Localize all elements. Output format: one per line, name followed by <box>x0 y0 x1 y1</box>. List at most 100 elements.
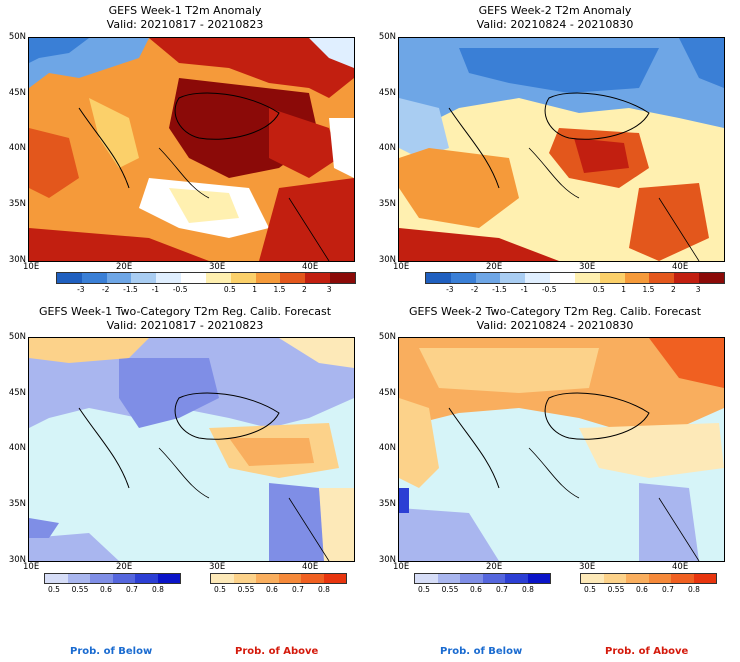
anomaly-tick-label: -3 <box>77 285 85 294</box>
colorbar-swatch <box>626 574 649 583</box>
probability-tick-label: 0.55 <box>607 585 625 594</box>
panel-3-title-text: GEFS Week-1 Two-Category T2m Reg. Calib.… <box>38 305 332 318</box>
probability-tick-label: 0.8 <box>688 585 700 594</box>
panel-3-valid-text: Valid: 20210817 - 20210823 <box>106 319 264 332</box>
anomaly-tick-label: 2 <box>301 285 307 294</box>
longitude-label: 20E <box>116 562 133 572</box>
panel-4-title: GEFS Week-2 Two-Category T2m Reg. Calib.… <box>370 305 740 333</box>
longitude-label: 20E <box>486 262 503 272</box>
colorbar-swatch <box>500 273 526 283</box>
probability-tick-label: 0.5 <box>48 585 60 594</box>
colorbar-swatch <box>624 273 650 283</box>
longitude-label: 40E <box>302 262 319 272</box>
panel-4-title-text: GEFS Week-2 Two-Category T2m Reg. Calib.… <box>408 305 702 318</box>
colorbar-swatch <box>81 273 107 283</box>
colorbar-swatch <box>135 574 158 583</box>
probability-tick-label: 0.55 <box>441 585 459 594</box>
longitude-label: 20E <box>486 562 503 572</box>
map-panel-4 <box>398 337 725 562</box>
colorbar-swatch <box>278 574 301 583</box>
panel-1-valid-text: Valid: 20210817 - 20210823 <box>106 18 264 31</box>
colorbar-swatch <box>106 273 132 283</box>
colorbar-swatch <box>233 574 256 583</box>
anomaly-map-week1 <box>29 38 354 261</box>
below-colorbar-1 <box>44 573 181 584</box>
probability-tick-label: 0.6 <box>100 585 112 594</box>
latitude-label: 40N <box>8 443 26 454</box>
anomaly-tick-label: 0.5 <box>592 285 605 294</box>
anomaly-tick-label: 1 <box>252 285 258 294</box>
probability-tick-label: 0.55 <box>237 585 255 594</box>
latitude-label: 50N <box>378 32 396 42</box>
colorbar-swatch <box>305 273 331 283</box>
panel-2-title: GEFS Week-2 T2m Anomaly Valid: 20210824 … <box>370 4 740 32</box>
anomaly-map-week2 <box>399 38 724 261</box>
colorbar-swatch <box>671 574 694 583</box>
probability-tick-label: 0.7 <box>496 585 508 594</box>
anomaly-tick-label: 1 <box>621 285 627 294</box>
latitude-label: 30N <box>8 554 26 565</box>
latitude-label: 40N <box>378 143 396 154</box>
anomaly-tick-label: -3 <box>446 285 454 294</box>
latitude-label: 35N <box>378 199 396 210</box>
colorbar-swatch <box>330 273 355 283</box>
longitude-label: 40E <box>302 562 319 572</box>
colorbar-swatch <box>674 273 700 283</box>
probability-tick-label: 0.6 <box>470 585 482 594</box>
colorbar-swatch <box>460 574 483 583</box>
probability-tick-label: 0.8 <box>522 585 534 594</box>
colorbar-swatch <box>415 574 438 583</box>
colorbar-swatch <box>157 574 180 583</box>
colorbar-swatch <box>230 273 256 283</box>
colorbar-swatch <box>482 574 505 583</box>
colorbar-swatch <box>156 273 182 283</box>
above-colorbar-2 <box>580 573 717 584</box>
longitude-label: 30E <box>209 262 226 272</box>
colorbar-swatch <box>112 574 135 583</box>
anomaly-tick-label: 1.5 <box>273 285 286 294</box>
latitude-label: 50N <box>8 32 26 42</box>
latitude-label: 35N <box>8 199 26 210</box>
longitude-label: 10E <box>393 262 410 272</box>
probability-tick-label: 0.8 <box>318 585 330 594</box>
colorbar-swatch <box>426 273 451 283</box>
probability-tick-label: 0.5 <box>418 585 430 594</box>
probability-tick-label: 0.7 <box>126 585 138 594</box>
anomaly-tick-label: 1.5 <box>642 285 655 294</box>
panel-4-valid-text: Valid: 20210824 - 20210830 <box>476 319 634 332</box>
longitude-label: 10E <box>23 562 40 572</box>
colorbar-swatch <box>475 273 501 283</box>
longitude-label: 40E <box>672 562 689 572</box>
anomaly-tick-label: -1 <box>520 285 529 294</box>
colorbar-swatch <box>255 273 281 283</box>
anomaly-tick-label: 0.5 <box>223 285 236 294</box>
latitude-label: 45N <box>378 387 396 398</box>
panel-2-title-text: GEFS Week-2 T2m Anomaly <box>478 4 632 17</box>
anomaly-colorbar-2 <box>425 272 725 284</box>
probability-tick-label: 0.6 <box>266 585 278 594</box>
colorbar-swatch <box>205 273 231 283</box>
anomaly-tick-label: -1 <box>151 285 160 294</box>
latitude-label: 50N <box>378 332 396 342</box>
colorbar-swatch <box>505 574 528 583</box>
colorbar-swatch <box>211 574 234 583</box>
map-panel-3 <box>28 337 355 562</box>
latitude-label: 30N <box>378 554 396 565</box>
probability-tick-label: 0.6 <box>636 585 648 594</box>
colorbar-swatch <box>323 574 346 583</box>
panel-1-title: GEFS Week-1 T2m Anomaly Valid: 20210817 … <box>0 4 370 32</box>
anomaly-tick-label: -1.5 <box>492 285 507 294</box>
prob-below-label-2: Prob. of Below <box>440 646 523 657</box>
latitude-label: 30N <box>378 254 396 265</box>
colorbar-swatch <box>256 574 279 583</box>
longitude-label: 30E <box>209 562 226 572</box>
anomaly-tick-label: -2 <box>470 285 479 294</box>
longitude-label: 40E <box>672 262 689 272</box>
colorbar-swatch <box>648 574 671 583</box>
prob-above-label-2: Prob. of Above <box>605 646 689 657</box>
latitude-label: 35N <box>378 499 396 510</box>
panel-3-title: GEFS Week-1 Two-Category T2m Reg. Calib.… <box>0 305 370 333</box>
below-colorbar-2 <box>414 573 551 584</box>
probability-map-week2 <box>399 338 724 561</box>
probability-tick-label: 0.55 <box>71 585 89 594</box>
